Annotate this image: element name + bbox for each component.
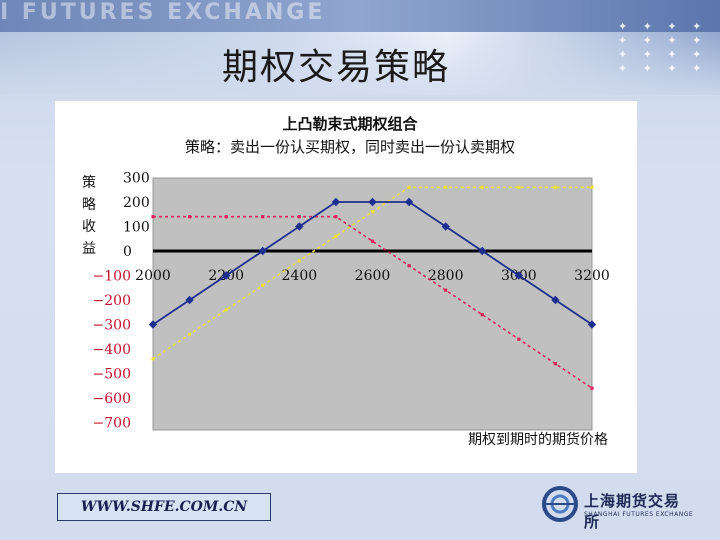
y-tick-label-negative: −100 — [93, 269, 131, 285]
y-tick-label-negative: −300 — [93, 318, 131, 334]
data-point-diamond — [478, 246, 487, 256]
x-tick-label: 2000 — [135, 268, 171, 284]
y-tick-label: 200 — [123, 195, 150, 211]
data-point-marker — [480, 185, 484, 189]
data-point-diamond — [148, 320, 158, 329]
header-band — [0, 0, 720, 32]
data-point-marker — [517, 337, 521, 341]
chart-panel: 上凸勒束式期权组合 策略：卖出一份认买期权，同时卖出一份认卖期权 策略收益 30… — [55, 101, 637, 473]
y-axis-ticks: 300 200 100 0 −100 −200 −300 −400 −500 −600 −700 — [93, 171, 150, 432]
data-point-marker — [297, 259, 301, 263]
data-point-diamond — [295, 222, 304, 231]
data-point-marker — [553, 362, 558, 366]
data-point-marker — [553, 185, 558, 189]
data-point-marker — [407, 264, 411, 268]
y-axis-label-char: 益 — [82, 241, 96, 257]
chart-title: 上凸勒束式期权组合 — [282, 115, 418, 133]
exchange-watermark: I FUTURES EXCHANGE — [0, 0, 326, 25]
data-point-marker — [444, 288, 448, 292]
y-axis-label-char: 收 — [82, 219, 96, 235]
logo-subtitle: SHANGHAI FUTURES EXCHANGE — [584, 511, 694, 518]
shfe-logo: 上海期货交易所 SHANGHAI FUTURES EXCHANGE — [540, 484, 694, 531]
y-axis-label-char: 略 — [82, 197, 96, 213]
data-point-marker — [370, 210, 375, 214]
y-tick-label-negative: −600 — [93, 391, 131, 407]
data-point-marker — [261, 283, 265, 287]
data-point-marker — [187, 332, 192, 336]
data-point-marker — [224, 215, 228, 219]
x-axis-label: 期权到期时的期货价格 — [468, 431, 608, 448]
y-tick-label: 100 — [123, 220, 150, 236]
y-tick-label-negative: −400 — [93, 342, 131, 358]
data-point-diamond — [185, 295, 194, 305]
data-point-diamond — [587, 320, 597, 329]
y-tick-label: 300 — [123, 171, 150, 187]
y-tick-label-negative: −500 — [93, 367, 131, 383]
data-point-marker — [297, 215, 301, 219]
sparkle-decoration: ✦ ✦ ✦ ✦ ✦ ✦ ✦ ✦ ✦ ✦ ✦ ✦ ✦ ✦ ✦ ✦ — [618, 20, 708, 75]
header-fade — [0, 32, 720, 95]
series-layer — [148, 185, 597, 390]
shfe-emblem-icon — [542, 486, 578, 522]
data-point-marker — [444, 185, 448, 189]
logo-name: 上海期货交易所 — [584, 492, 681, 531]
x-tick-label: 2800 — [428, 268, 464, 284]
data-point-marker — [261, 215, 265, 219]
y-tick-label: 0 — [123, 244, 132, 260]
data-point-diamond — [258, 246, 267, 256]
data-point-marker — [334, 234, 338, 238]
data-point-marker — [407, 185, 411, 189]
slide-title: 期权交易策略 — [222, 47, 451, 88]
plot-area — [152, 177, 593, 431]
data-point-marker — [334, 215, 338, 219]
website-footer: WWW.SHFE.COM.CN — [57, 493, 271, 521]
x-tick-label: 2600 — [355, 268, 391, 284]
y-axis-label-char: 策 — [82, 174, 96, 191]
data-point-marker — [151, 215, 155, 219]
x-tick-label: 2400 — [282, 268, 318, 284]
data-point-marker — [517, 185, 521, 189]
x-tick-label: 3200 — [574, 268, 610, 284]
data-point-marker — [370, 239, 375, 243]
data-point-marker — [187, 215, 192, 219]
data-point-marker — [151, 357, 155, 361]
chart-subtitle: 策略：卖出一份认买期权，同时卖出一份认卖期权 — [185, 138, 515, 156]
y-tick-label-negative: −200 — [93, 293, 131, 309]
data-point-marker — [480, 313, 484, 317]
y-tick-label-negative: −700 — [93, 416, 131, 432]
data-point-marker — [224, 308, 228, 312]
data-point-marker — [590, 185, 594, 189]
data-point-diamond — [221, 271, 231, 280]
data-point-marker — [590, 386, 594, 390]
header-banner: I FUTURES EXCHANGE ✦ ✦ ✦ ✦ ✦ ✦ ✦ ✦ ✦ ✦ ✦ ✦… — [0, 0, 720, 95]
x-axis-ticks: 2000220024002600280030003200 — [135, 268, 610, 284]
